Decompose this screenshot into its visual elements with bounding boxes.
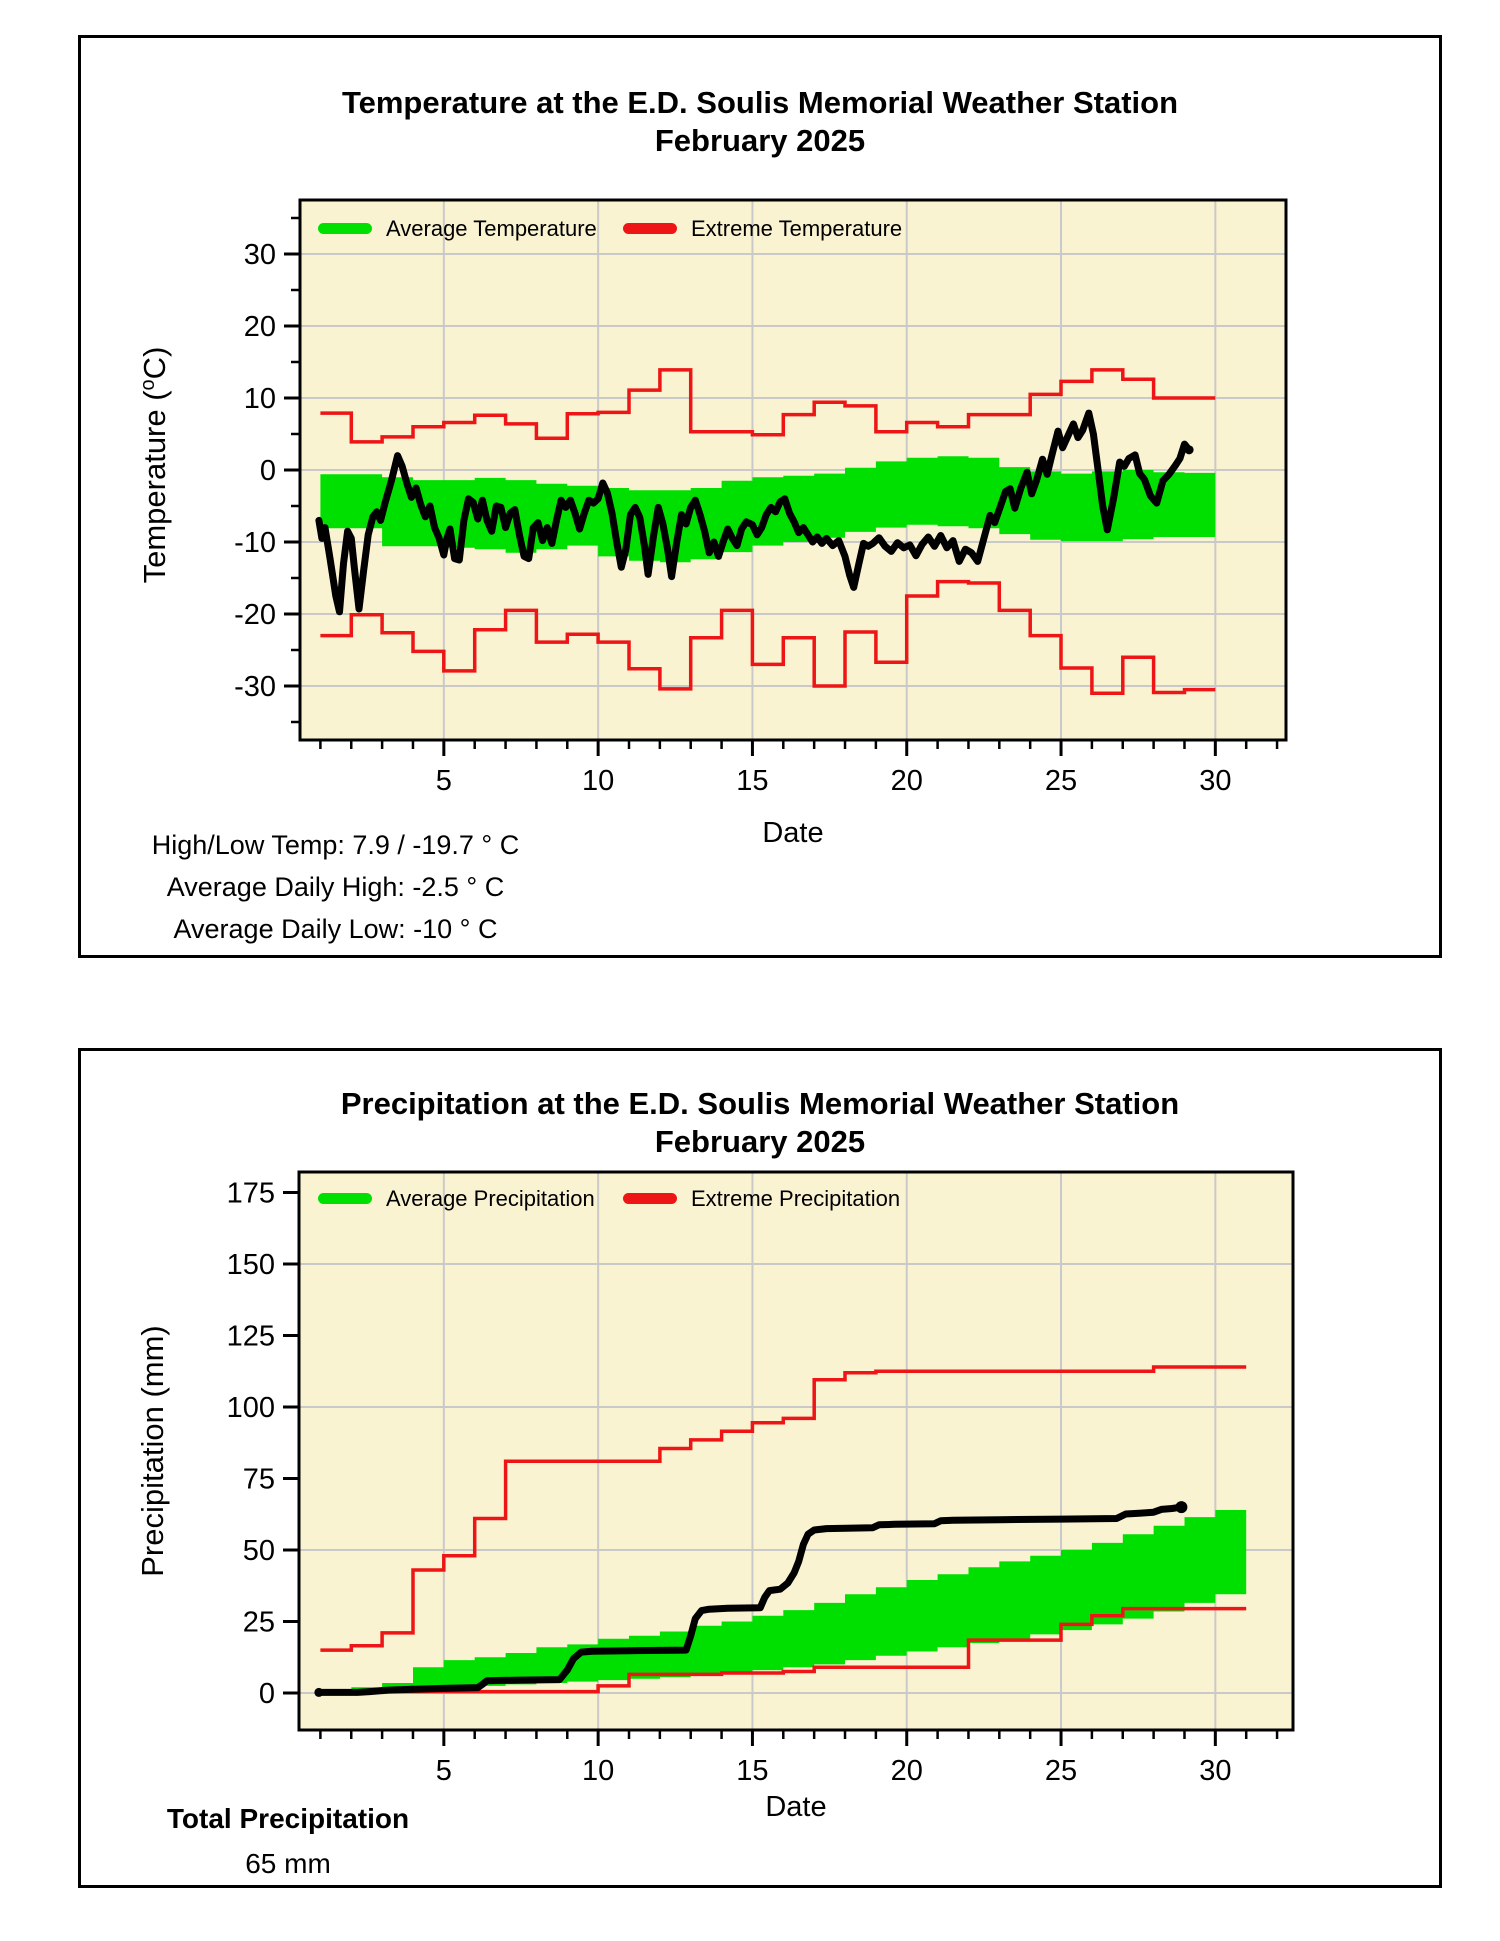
precipitation-observed-start-dot bbox=[314, 1687, 324, 1697]
extreme-temperature-legend-label: Extreme Temperature bbox=[691, 216, 903, 241]
temperature-y-tick-label--10: -10 bbox=[234, 527, 276, 559]
precipitation-observed-line bbox=[315, 1503, 1185, 1696]
temperature-y-tick-label--30: -30 bbox=[234, 671, 276, 703]
temperature-summary: High/Low Temp: 7.9 / -19.7 ° C Average D… bbox=[113, 824, 558, 950]
precipitation-axis-ticks bbox=[283, 1191, 1279, 1746]
temperature-title-line1: Temperature at the E.D. Soulis Memorial … bbox=[341, 85, 1179, 120]
precipitation-y-tick-label-25: 25 bbox=[243, 1607, 275, 1639]
precipitation-y-tick-label-50: 50 bbox=[243, 1535, 275, 1567]
temperature-x-tick-label-5: 5 bbox=[436, 765, 452, 797]
temperature-plot-svg: 30 20 10 0 -10 -20 -30 5 10 15 20 25 30 bbox=[234, 198, 1288, 797]
temperature-observed-line bbox=[315, 409, 1193, 616]
precipitation-title-line2: February 2025 bbox=[654, 1124, 866, 1159]
precipitation-extreme-high-line bbox=[320, 1365, 1247, 1652]
temperature-extreme-low-line bbox=[320, 579, 1216, 695]
precipitation-x-tick-label-15: 15 bbox=[736, 1755, 768, 1787]
temperature-x-tick-label-20: 20 bbox=[891, 765, 923, 797]
average-temperature-legend-swatch bbox=[318, 223, 372, 234]
temperature-axis-ticks bbox=[284, 216, 1279, 756]
temperature-y-tick-label-0: 0 bbox=[260, 455, 276, 487]
precipitation-x-tick-label-20: 20 bbox=[891, 1755, 923, 1787]
temperature-x-tick-label-25: 25 bbox=[1045, 765, 1077, 797]
average-temperature-legend-label: Average Temperature bbox=[386, 216, 597, 241]
precipitation-y-tick-label-125: 125 bbox=[227, 1321, 275, 1353]
precipitation-y-tick-label-150: 150 bbox=[227, 1249, 275, 1281]
temperature-y-tick-label-20: 20 bbox=[244, 311, 276, 343]
total-precipitation-label: Total Precipitation bbox=[166, 1803, 410, 1834]
precipitation-y-tick-label-75: 75 bbox=[243, 1464, 275, 1496]
precipitation-plot-frame bbox=[297, 1170, 1295, 1732]
precipitation-plot-svg: 175 150 125 100 75 50 25 0 5 10 15 20 25 30 bbox=[227, 1170, 1295, 1788]
total-precipitation-value: 65 mm bbox=[245, 1848, 331, 1879]
average-precipitation-legend-swatch bbox=[318, 1193, 372, 1204]
temperature-chart-box: Temperature at the E.D. Soulis Memorial … bbox=[78, 35, 1442, 958]
temperature-tick-labels: 30 20 10 0 -10 -20 -30 5 10 15 20 25 30 bbox=[234, 239, 1231, 797]
average-daily-high-line: Average Daily High: -2.5 ° C bbox=[166, 872, 505, 902]
temperature-x-axis-title: Date bbox=[762, 817, 824, 849]
precipitation-data-layer bbox=[314, 1365, 1247, 1697]
temperature-chart-title: Temperature at the E.D. Soulis Memorial … bbox=[81, 84, 1439, 160]
temperature-x-tick-label-30: 30 bbox=[1199, 765, 1231, 797]
precipitation-x-tick-label-5: 5 bbox=[436, 1755, 452, 1787]
temperature-observed-end-dot bbox=[1184, 445, 1194, 455]
precipitation-y-tick-label-175: 175 bbox=[227, 1178, 275, 1210]
temperature-x-tick-label-10: 10 bbox=[582, 765, 614, 797]
extreme-precipitation-legend-swatch bbox=[623, 1193, 677, 1204]
average-precipitation-legend-label: Average Precipitation bbox=[386, 1186, 595, 1211]
temperature-extreme-high-line bbox=[320, 368, 1216, 444]
high-low-temp-line: High/Low Temp: 7.9 / -19.7 ° C bbox=[151, 830, 520, 860]
precipitation-x-tick-label-25: 25 bbox=[1045, 1755, 1077, 1787]
precipitation-x-axis-title: Date bbox=[765, 1791, 827, 1823]
precipitation-observed-end-dot bbox=[1175, 1501, 1188, 1514]
extreme-precipitation-legend-label: Extreme Precipitation bbox=[691, 1186, 901, 1211]
precipitation-plot-area: 175 150 125 100 75 50 25 0 5 10 15 20 25 30 Average P… bbox=[227, 1170, 1295, 1787]
precipitation-extreme-low-line bbox=[320, 1606, 1247, 1694]
extreme-temperature-legend-swatch bbox=[623, 223, 677, 234]
precipitation-average-band bbox=[320, 1510, 1247, 1693]
temperature-y-tick-label-30: 30 bbox=[244, 239, 276, 271]
precipitation-x-tick-label-30: 30 bbox=[1199, 1755, 1231, 1787]
precipitation-y-tick-label-100: 100 bbox=[227, 1392, 275, 1424]
precipitation-x-tick-label-10: 10 bbox=[582, 1755, 614, 1787]
temperature-plot-area: 30 20 10 0 -10 -20 -30 5 10 15 20 25 30 Average Temp… bbox=[234, 198, 1288, 797]
temperature-title-line2: February 2025 bbox=[654, 123, 866, 158]
temperature-y-tick-label-10: 10 bbox=[244, 383, 276, 415]
total-precipitation-summary: Total Precipitation 65 mm bbox=[128, 1796, 448, 1886]
precipitation-chart-title: Precipitation at the E.D. Soulis Memoria… bbox=[81, 1085, 1439, 1161]
precipitation-chart-box: Precipitation at the E.D. Soulis Memoria… bbox=[78, 1048, 1442, 1888]
temperature-y-tick-label--20: -20 bbox=[234, 599, 276, 631]
average-daily-low-line: Average Daily Low: -10 ° C bbox=[173, 914, 498, 944]
precipitation-tick-labels: 175 150 125 100 75 50 25 0 5 10 15 20 25 30 bbox=[227, 1178, 1232, 1788]
precipitation-y-tick-label-0: 0 bbox=[259, 1678, 275, 1710]
temperature-x-tick-label-15: 15 bbox=[736, 765, 768, 797]
precipitation-title-line1: Precipitation at the E.D. Soulis Memoria… bbox=[340, 1086, 1180, 1121]
temperature-data-layer bbox=[315, 368, 1216, 695]
